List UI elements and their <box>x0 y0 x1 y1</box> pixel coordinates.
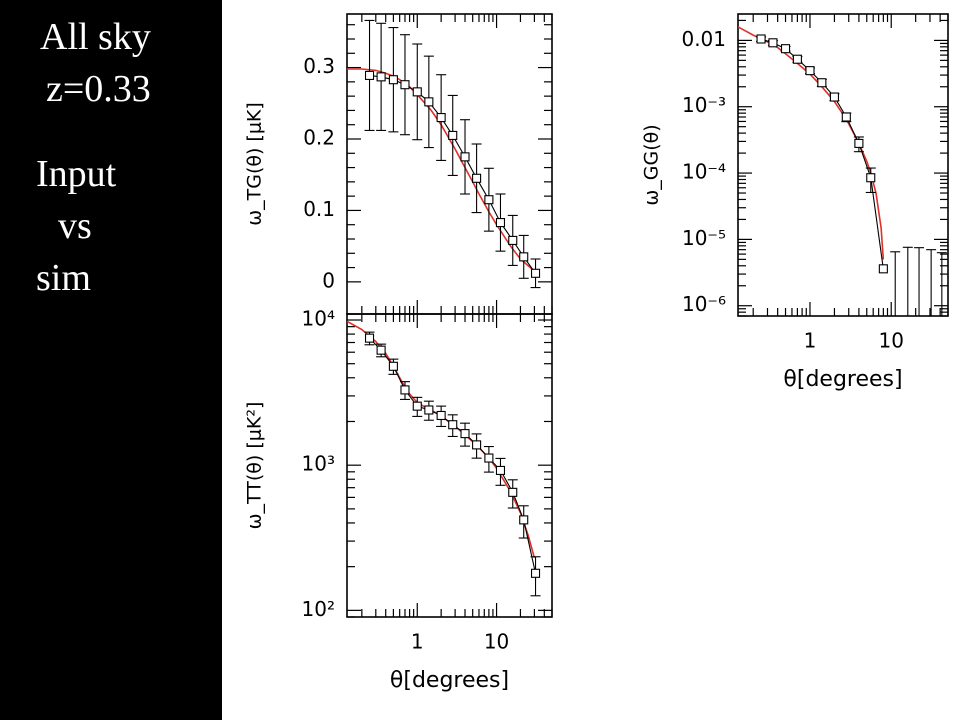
panel-tg-sim-point <box>519 252 529 262</box>
panel-tt-frame <box>346 313 553 618</box>
panel-tg-sim-point <box>460 152 470 162</box>
panel-tt-sim-point <box>519 515 529 525</box>
panel-tt-sim-point <box>495 465 506 475</box>
panel-gg-ytick-label: 10⁻⁶ <box>682 292 726 316</box>
panel-tt-sim-line <box>369 337 537 574</box>
panel-gg-ytick-label: 10⁻⁵ <box>682 226 726 250</box>
panel-tt-sim-point <box>424 405 434 415</box>
panel-tt-xlabel: θ[degrees] <box>390 668 509 693</box>
panel-tg-sim-point <box>412 87 422 97</box>
panel-tg-sim-point <box>448 130 458 140</box>
panel-tt-ylabel: ω_TT(θ) [μK²] <box>244 402 266 530</box>
panel-gg-ytick-label: 10⁻⁴ <box>682 160 726 184</box>
panel-tg-ytick-label: 0 <box>322 268 335 292</box>
panel-gg-sim-point <box>780 44 791 54</box>
panel-tg-ytick-label: 0.2 <box>303 126 335 150</box>
panel-tg-sim-point <box>472 173 482 183</box>
redshift-label: z=0.33 <box>46 68 151 110</box>
input-label: Input <box>36 153 117 195</box>
panel-tg-sim-point <box>495 218 506 228</box>
panel-tg-ytick-label: 0.3 <box>303 54 335 78</box>
panel-tt-sim-point <box>436 410 446 421</box>
panel-gg-ytick-label: 0.01 <box>681 27 726 51</box>
panel-gg-ytick-label: 10⁻³ <box>682 93 726 117</box>
panel-tt-ytick-label: 10³ <box>302 452 335 476</box>
chart-figure: 0 0.1 0.2 0.3 ω_TG(θ) [μK] 10² 10³ 10⁴ 1 10 ω_TT(θ… <box>244 13 949 693</box>
panel-tt-ytick-label: 10² <box>302 597 335 621</box>
panel-gg-xtick-label: 1 <box>804 329 817 353</box>
panel-gg-sim-point <box>768 38 778 48</box>
panel-tg-sim-point <box>364 70 375 80</box>
panel-gg-sim-point <box>756 34 766 44</box>
panel-tg-sim-point <box>436 113 446 123</box>
panel-tt-sim-point <box>412 401 422 411</box>
panel-tt-sim-point <box>448 420 458 430</box>
panel-tg-sim-point <box>508 235 518 245</box>
sidebar: All sky z=0.33 Input vs sim <box>0 0 222 720</box>
title-all-sky: All sky <box>40 16 151 58</box>
panel-tt-sim-point <box>508 487 518 497</box>
panel-tt-plot-layer <box>347 320 541 597</box>
panel-tg-ytick-label: 0.1 <box>303 197 335 221</box>
panel-tt-sim-point <box>364 333 375 343</box>
panel-tt-sim-point <box>472 440 482 450</box>
panel-tg-frame <box>346 13 553 315</box>
panel-tg-ylabel: ω_TG(θ) [μK] <box>244 102 266 226</box>
panel-tt-sim-point <box>530 568 541 578</box>
panel-tt-sim-point <box>376 345 386 355</box>
panel-tt-sim-point <box>388 361 398 371</box>
vs-label: vs <box>58 205 92 247</box>
panel-gg-sim-point <box>792 54 802 64</box>
panel-tg-plot-layer <box>347 19 541 289</box>
panel-gg-sim-point <box>878 264 888 274</box>
panel-gg-sim-point <box>829 92 839 102</box>
panel-gg-plot-layer <box>738 26 947 316</box>
panel-gg-sim-line <box>760 38 884 269</box>
panel-tt-sim-point <box>400 385 410 395</box>
panel-gg-sim-point <box>805 66 815 76</box>
panel-tt-sim-point <box>460 429 470 439</box>
panel-gg-frame <box>737 13 949 317</box>
panel-tt-xtick-label: 10 <box>484 630 509 654</box>
panel-gg-xtick-label: 10 <box>878 329 903 353</box>
panel-gg-sim-point <box>817 78 827 88</box>
panel-tt-sim-point <box>484 453 494 463</box>
panel-gg-sim-point <box>866 173 876 183</box>
panel-gg-sim-point <box>841 112 851 122</box>
panel-tt-ytick-label: 10⁴ <box>302 307 335 331</box>
panel-tt-xtick-label: 1 <box>411 630 424 654</box>
panel-tg-sim-point <box>388 75 398 85</box>
panel-gg-sim-point <box>854 138 864 148</box>
panel-tg-sim-point <box>376 72 386 82</box>
panel-tt-model-curve <box>347 320 536 559</box>
panel-tg-sim-point <box>400 80 410 90</box>
sim-label: sim <box>36 257 91 299</box>
plots-area: 0 0.1 0.2 0.3 ω_TG(θ) [μK] 10² 10³ 10⁴ 1 10 ω_TT(θ… <box>222 0 960 720</box>
panel-gg-ylabel: ω_GG(θ) <box>641 124 663 205</box>
panel-tg-sim-point <box>530 268 541 278</box>
panel-tg-sim-point <box>484 195 494 205</box>
panel-gg-xlabel: θ[degrees] <box>783 367 902 392</box>
panel-tg-sim-point <box>424 97 434 107</box>
